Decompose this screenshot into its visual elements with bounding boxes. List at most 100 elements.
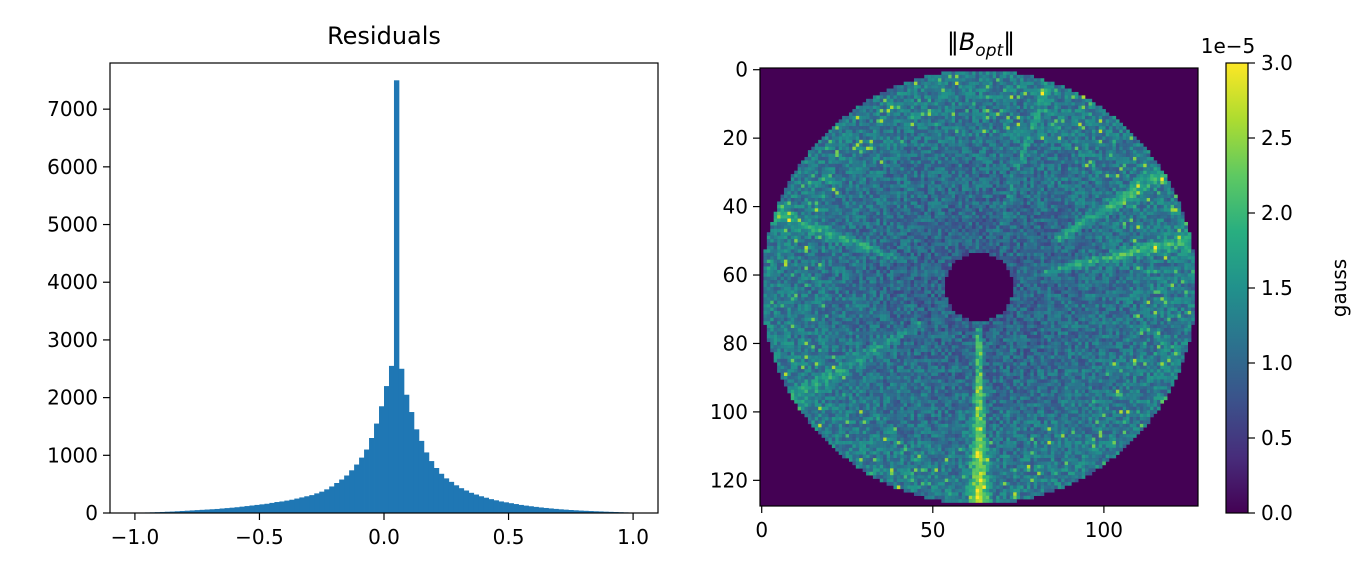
heatmap-cell bbox=[975, 98, 980, 103]
heatmap-cell bbox=[886, 204, 891, 209]
heatmap-cell bbox=[920, 239, 925, 243]
heatmap-cell bbox=[989, 228, 993, 233]
heatmap-cell bbox=[896, 235, 901, 240]
heatmap-cell bbox=[955, 184, 959, 189]
heatmap-cell bbox=[992, 143, 997, 147]
heatmap-cell bbox=[900, 88, 904, 93]
heatmap-cell bbox=[1009, 167, 1014, 171]
histogram-bar bbox=[304, 496, 310, 513]
heatmap-cell bbox=[920, 102, 925, 106]
heatmap-cell bbox=[876, 245, 881, 250]
heatmap-cell bbox=[1061, 153, 1065, 158]
histogram-bar bbox=[279, 501, 285, 513]
heatmap-cell bbox=[937, 211, 942, 216]
heatmap-cell bbox=[903, 136, 908, 141]
heatmap-cell bbox=[961, 180, 966, 185]
heatmap-cell bbox=[1170, 215, 1175, 219]
heatmap-cell bbox=[818, 143, 822, 147]
heatmap-cell bbox=[821, 232, 826, 236]
heatmap-cell bbox=[958, 170, 963, 175]
heatmap-cell bbox=[920, 170, 925, 175]
heatmap-cell bbox=[1146, 177, 1151, 182]
heatmap-cell bbox=[1129, 160, 1134, 165]
heatmap-cell bbox=[1009, 174, 1014, 178]
heatmap-cell bbox=[1023, 74, 1028, 79]
heatmap-cell bbox=[866, 184, 870, 189]
heatmap-cell bbox=[1098, 187, 1103, 192]
heatmap-cell bbox=[1102, 242, 1106, 247]
heatmap-cell bbox=[985, 139, 990, 144]
heatmap-cell bbox=[920, 225, 925, 230]
histogram-bar bbox=[423, 452, 430, 513]
y-tick-label: 0 bbox=[85, 501, 98, 525]
heatmap-cell bbox=[1098, 232, 1103, 236]
heatmap-cell bbox=[896, 126, 901, 130]
heatmap-cell bbox=[924, 191, 928, 195]
heatmap-cell bbox=[965, 174, 969, 178]
heatmap-cell bbox=[907, 191, 911, 195]
heatmap-cell bbox=[903, 228, 908, 233]
heatmap-cell bbox=[1030, 81, 1034, 86]
heatmap-cell bbox=[996, 139, 1000, 144]
heatmap-cell bbox=[828, 184, 833, 189]
heatmap-cell bbox=[1122, 160, 1127, 165]
heatmap-cell bbox=[1013, 91, 1017, 96]
heatmap-cell bbox=[866, 153, 870, 158]
heatmap-cell bbox=[1030, 105, 1034, 110]
heatmap-cell bbox=[951, 71, 956, 76]
heatmap-cell bbox=[890, 225, 894, 230]
heatmap-cell bbox=[828, 221, 833, 226]
heatmap-cell bbox=[941, 187, 946, 192]
heatmap-cell bbox=[913, 156, 918, 161]
histogram-title: Residuals bbox=[327, 22, 441, 50]
heatmap-cell bbox=[985, 160, 990, 165]
heatmap-cell bbox=[910, 115, 915, 120]
heatmap-cell bbox=[1002, 228, 1007, 233]
heatmap-cell bbox=[801, 163, 805, 168]
heatmap-cell bbox=[972, 170, 976, 175]
heatmap-cell bbox=[913, 143, 918, 147]
heatmap-cell bbox=[1030, 232, 1034, 236]
heatmap-cell bbox=[1020, 78, 1024, 82]
heatmap-cell bbox=[783, 235, 788, 240]
heatmap-cell bbox=[965, 122, 969, 127]
heatmap-cell bbox=[1129, 156, 1134, 161]
heatmap-cell bbox=[934, 201, 939, 206]
heatmap-cell bbox=[852, 177, 857, 182]
heatmap-cell bbox=[838, 126, 843, 130]
heatmap-cell bbox=[934, 225, 939, 230]
heatmap-cell bbox=[1002, 143, 1007, 147]
heatmap-cell bbox=[838, 242, 843, 247]
heatmap-cell bbox=[1067, 98, 1072, 103]
heatmap-cell bbox=[842, 150, 846, 154]
heatmap-cell bbox=[934, 74, 939, 79]
heatmap-cell bbox=[958, 119, 963, 123]
histogram-bar bbox=[538, 507, 544, 513]
heatmap-cell bbox=[848, 204, 853, 209]
heatmap-cell bbox=[828, 218, 833, 223]
heatmap-cell bbox=[1023, 198, 1028, 202]
heatmap-cell bbox=[886, 174, 891, 178]
heatmap-cell bbox=[910, 102, 915, 106]
heatmap-cell bbox=[1143, 174, 1147, 178]
heatmap-cell bbox=[1067, 211, 1072, 216]
heatmap-cell bbox=[879, 218, 884, 223]
heatmap-cell bbox=[996, 198, 1000, 202]
heatmap-cell bbox=[1085, 133, 1089, 137]
heatmap-cell bbox=[934, 153, 939, 158]
heatmap-cell bbox=[890, 139, 894, 144]
heatmap-cell bbox=[961, 139, 966, 144]
heatmap-cell bbox=[979, 180, 983, 185]
heatmap-cell bbox=[937, 78, 942, 82]
heatmap-cell bbox=[872, 126, 877, 130]
heatmap-cell bbox=[1013, 215, 1017, 219]
heatmap-cell bbox=[979, 174, 983, 178]
heatmap-cell bbox=[920, 81, 925, 86]
heatmap-cell bbox=[985, 95, 990, 100]
heatmap-cell bbox=[777, 242, 781, 247]
heatmap-cell bbox=[999, 198, 1004, 202]
heatmap-cell bbox=[831, 160, 836, 165]
heatmap-cell bbox=[924, 221, 928, 226]
heatmap-cell bbox=[896, 204, 901, 209]
heatmap-cell bbox=[859, 225, 863, 230]
